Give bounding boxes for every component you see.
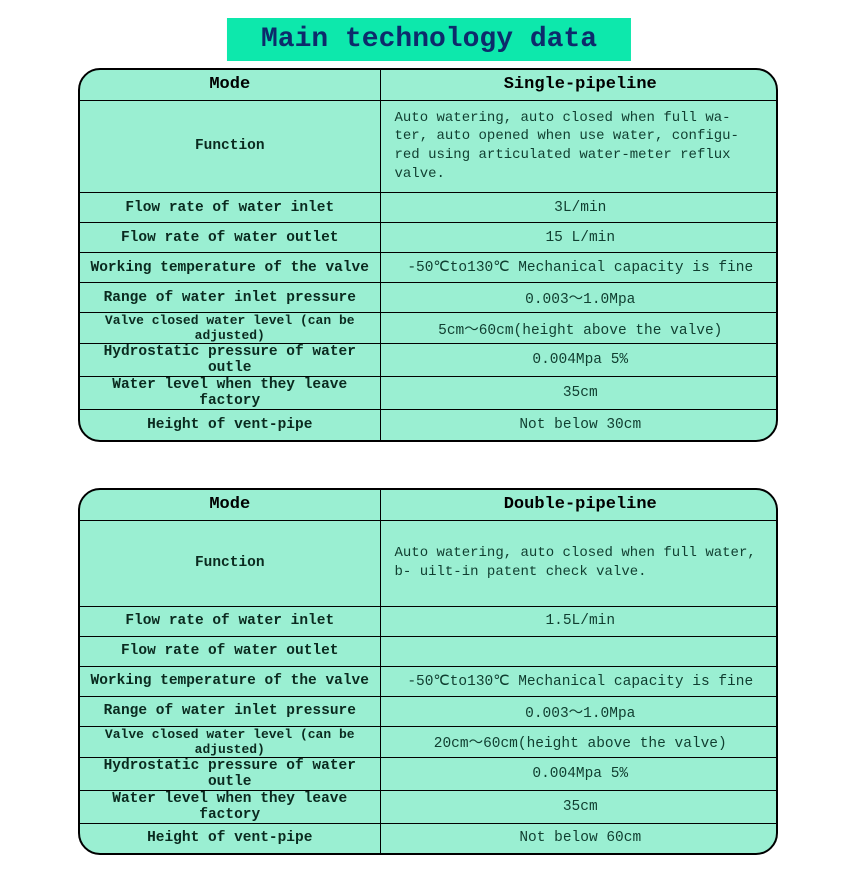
table-row: Water level when they leave factory 35cm bbox=[80, 377, 778, 410]
page-title: Main technology data bbox=[227, 18, 631, 61]
table-row: Function Auto watering, auto closed when… bbox=[80, 520, 778, 606]
header-value: Single-pipeline bbox=[380, 70, 778, 100]
cell-value: 0.003～1.0Mpa bbox=[380, 696, 778, 726]
cell-label: Working temperature of the valve bbox=[80, 253, 380, 283]
table-row: Valve closed water level (can be adjuste… bbox=[80, 313, 778, 344]
cell-label: Water level when they leave factory bbox=[80, 790, 380, 823]
cell-label: Water level when they leave factory bbox=[80, 377, 380, 410]
table: Mode Single-pipeline Function Auto water… bbox=[80, 70, 778, 440]
cell-value bbox=[380, 636, 778, 666]
cell-value: 35cm bbox=[380, 377, 778, 410]
table-row: Height of vent-pipe Not below 30cm bbox=[80, 410, 778, 440]
cell-label: Hydrostatic pressure of water outle bbox=[80, 344, 380, 377]
cell-value: 0.003～1.0Mpa bbox=[380, 283, 778, 313]
spec-table-single: Mode Single-pipeline Function Auto water… bbox=[78, 68, 778, 442]
table-row: Function Auto watering, auto closed when… bbox=[80, 100, 778, 193]
cell-label: Flow rate of water outlet bbox=[80, 223, 380, 253]
cell-label: Range of water inlet pressure bbox=[80, 283, 380, 313]
cell-value: 5cm～60cm(height above the valve) bbox=[380, 313, 778, 344]
cell-value: 0.004Mpa 5% bbox=[380, 757, 778, 790]
table-row: Hydrostatic pressure of water outle 0.00… bbox=[80, 757, 778, 790]
cell-value: -50℃to130℃ Mechanical capacity is fine bbox=[380, 253, 778, 283]
table-row: Range of water inlet pressure 0.003～1.0M… bbox=[80, 283, 778, 313]
cell-label: Function bbox=[80, 520, 380, 606]
cell-label: Range of water inlet pressure bbox=[80, 696, 380, 726]
table-row: Flow rate of water inlet 3L/min bbox=[80, 193, 778, 223]
cell-label: Valve closed water level (can be adjuste… bbox=[80, 726, 380, 757]
cell-label: Working temperature of the valve bbox=[80, 666, 380, 696]
cell-value: 35cm bbox=[380, 790, 778, 823]
cell-label: Flow rate of water inlet bbox=[80, 193, 380, 223]
cell-label: Function bbox=[80, 100, 380, 193]
header-label: Mode bbox=[80, 490, 380, 520]
cell-value: 20cm～60cm(height above the valve) bbox=[380, 726, 778, 757]
cell-label: Hydrostatic pressure of water outle bbox=[80, 757, 380, 790]
table-row: Height of vent-pipe Not below 60cm bbox=[80, 823, 778, 853]
table-row: Working temperature of the valve -50℃to1… bbox=[80, 666, 778, 696]
cell-value: Auto watering, auto closed when full wat… bbox=[380, 520, 778, 606]
cell-label: Height of vent-pipe bbox=[80, 410, 380, 440]
header-value: Double-pipeline bbox=[380, 490, 778, 520]
cell-label: Valve closed water level (can be adjuste… bbox=[80, 313, 380, 344]
table-row: Flow rate of water outlet bbox=[80, 636, 778, 666]
cell-label: Flow rate of water outlet bbox=[80, 636, 380, 666]
cell-value: 1.5L/min bbox=[380, 606, 778, 636]
table-row: Hydrostatic pressure of water outle 0.00… bbox=[80, 344, 778, 377]
table-row: Range of water inlet pressure 0.003～1.0M… bbox=[80, 696, 778, 726]
cell-label: Height of vent-pipe bbox=[80, 823, 380, 853]
header-label: Mode bbox=[80, 70, 380, 100]
table-row: Water level when they leave factory 35cm bbox=[80, 790, 778, 823]
cell-value: Not below 30cm bbox=[380, 410, 778, 440]
table-row: Mode Double-pipeline bbox=[80, 490, 778, 520]
table: Mode Double-pipeline Function Auto water… bbox=[80, 490, 778, 853]
cell-value: 15 L/min bbox=[380, 223, 778, 253]
table-row: Mode Single-pipeline bbox=[80, 70, 778, 100]
table-row: Flow rate of water inlet 1.5L/min bbox=[80, 606, 778, 636]
spec-table-double: Mode Double-pipeline Function Auto water… bbox=[78, 488, 778, 855]
cell-value: Auto watering, auto closed when full wa-… bbox=[380, 100, 778, 193]
table-row: Flow rate of water outlet 15 L/min bbox=[80, 223, 778, 253]
cell-value: 3L/min bbox=[380, 193, 778, 223]
cell-value: 0.004Mpa 5% bbox=[380, 344, 778, 377]
table-row: Working temperature of the valve -50℃to1… bbox=[80, 253, 778, 283]
cell-label: Flow rate of water inlet bbox=[80, 606, 380, 636]
table-row: Valve closed water level (can be adjuste… bbox=[80, 726, 778, 757]
cell-value: -50℃to130℃ Mechanical capacity is fine bbox=[380, 666, 778, 696]
cell-value: Not below 60cm bbox=[380, 823, 778, 853]
